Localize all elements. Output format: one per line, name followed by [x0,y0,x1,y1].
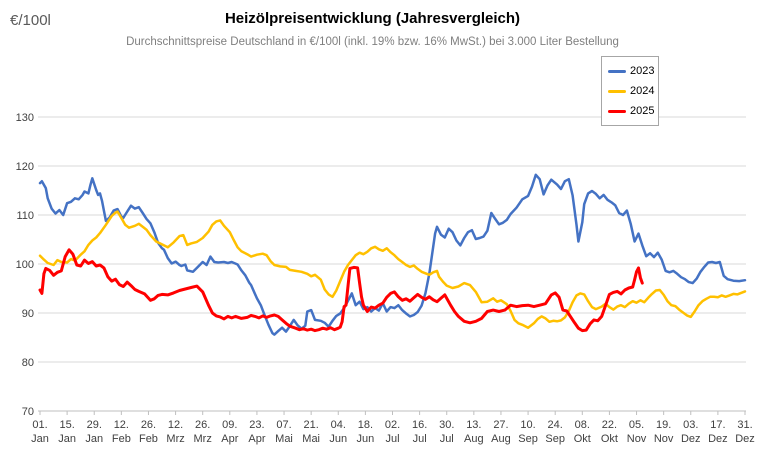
x-tick-label-day: 05. [629,419,644,431]
x-tick-label-day: 02. [385,419,400,431]
x-tick-label-month: Okt [574,433,591,445]
x-tick-label-month: Jan [58,433,76,445]
x-tick-label-month: Feb [112,433,131,445]
x-tick-label-day: 22. [602,419,617,431]
legend-label-2025: 2025 [630,104,655,117]
y-tick-label-130: 130 [16,112,34,124]
x-tick-label-day: 24. [548,419,563,431]
x-tick-label-month: Jul [440,433,454,445]
x-tick-label-month: Jan [31,433,49,445]
x-tick-label-day: 18. [358,419,373,431]
x-tick-label-day: 29. [87,419,102,431]
x-tick-label-day: 19. [656,419,671,431]
x-tick-label-month: Sep [545,433,565,445]
x-tick-label-month: Feb [139,433,158,445]
x-tick-label-month: Dez [681,433,701,445]
y-tick-label-80: 80 [22,357,34,369]
x-tick-label-day: 30. [439,419,454,431]
series-line-2024 [38,210,747,329]
x-tick-label-month: Nov [627,433,647,445]
x-tick-label-day: 21. [304,419,319,431]
x-tick-label-month: Mrz [194,433,212,445]
x-tick-label-day: 13. [466,419,481,431]
chart-subtitle: Durchschnittspreise Deutschland in €/100… [126,36,619,48]
x-tick-label-day: 03. [683,419,698,431]
x-tick-label-day: 12. [114,419,129,431]
y-tick-label-100: 100 [16,259,34,271]
series-line-2023 [38,173,747,336]
x-tick-label-month: Aug [464,433,484,445]
x-tick-label-month: Jun [329,433,347,445]
y-tick-label-110: 110 [16,210,34,222]
x-tick-label-month: Mai [275,433,293,445]
x-tick-label-day: 08. [575,419,590,431]
x-tick-label-month: Dez [735,433,755,445]
x-tick-label-day: 17. [710,419,725,431]
x-tick-label-day: 07. [276,419,291,431]
x-tick-label-month: Apr [248,433,265,445]
y-tick-label-90: 90 [22,308,34,320]
x-tick-label-month: Jul [413,433,427,445]
x-tick-label-day: 09. [222,419,237,431]
x-tick-label-day: 01. [32,419,47,431]
x-tick-label-month: Apr [221,433,238,445]
x-tick-label-month: Mrz [166,433,184,445]
x-tick-label-day: 12. [168,419,183,431]
x-tick-label-day: 16. [412,419,427,431]
legend-swatch-2024 [608,89,626,93]
x-tick-label-month: Jun [357,433,375,445]
x-tick-label-day: 31. [737,419,752,431]
legend-swatch-2025 [608,109,626,113]
y-tick-label-70: 70 [22,406,34,418]
legend-item-2023: 2023 [608,62,658,80]
legend: 2023 2024 2025 [601,56,659,126]
x-tick-label-day: 15. [59,419,74,431]
y-tick-label-120: 120 [16,161,34,173]
legend-label-2023: 2023 [630,64,655,77]
x-tick-label-day: 26. [141,419,156,431]
chart-title: Heizölpreisentwicklung (Jahresvergleich) [224,10,521,27]
x-tick-label-month: Dez [708,433,728,445]
x-tick-label-month: Aug [491,433,511,445]
x-tick-label-day: 04. [331,419,346,431]
x-tick-label-day: 10. [520,419,535,431]
x-tick-label-day: 26. [195,419,210,431]
legend-swatch-2023 [608,69,626,73]
x-tick-label-month: Mai [302,433,320,445]
series-line-2025 [38,248,644,333]
x-tick-label-month: Okt [601,433,618,445]
legend-item-2024: 2024 [608,82,658,100]
x-tick-label-month: Sep [518,433,538,445]
x-tick-label-month: Nov [654,433,674,445]
x-tick-label-day: 23. [249,419,264,431]
x-tick-label-month: Jan [85,433,103,445]
y-axis-unit-label: €/100l [10,12,51,29]
x-tick-label-day: 27. [493,419,508,431]
x-tick-label-month: Jul [385,433,399,445]
legend-label-2024: 2024 [630,84,655,97]
legend-item-2025: 2025 [608,102,658,120]
